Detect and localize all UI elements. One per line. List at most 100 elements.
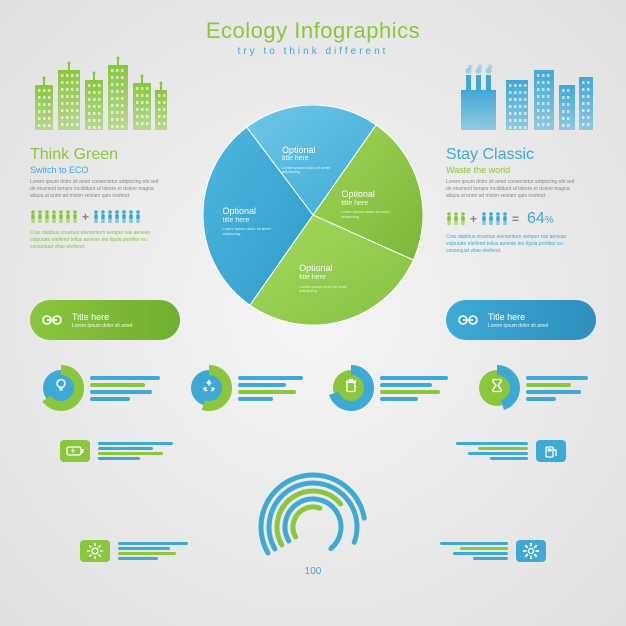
bar bbox=[440, 542, 508, 545]
bar-group bbox=[456, 442, 528, 460]
bar bbox=[238, 390, 296, 394]
pie-slice-label: Optionaltitle hereLorem ipsum dolor sit … bbox=[299, 263, 359, 294]
person-icon bbox=[100, 210, 106, 224]
donut-chart bbox=[328, 365, 374, 411]
bar bbox=[118, 552, 176, 555]
left-people-row: + bbox=[30, 210, 180, 224]
donut-chart bbox=[38, 365, 84, 411]
person-icon bbox=[44, 210, 50, 224]
person-icon bbox=[114, 210, 120, 224]
person-icon bbox=[58, 210, 64, 224]
battery-icon bbox=[60, 440, 90, 462]
bar bbox=[98, 442, 173, 445]
bar bbox=[490, 457, 528, 460]
person-icon bbox=[37, 210, 43, 224]
factory-city-icon bbox=[456, 55, 596, 130]
green-city-icon bbox=[30, 55, 170, 130]
bar bbox=[118, 557, 158, 560]
bar-group bbox=[440, 542, 508, 560]
bar bbox=[380, 376, 448, 380]
pill-left-title: Title here bbox=[72, 312, 132, 322]
donut-item bbox=[186, 365, 303, 411]
left-sub: Switch to ECO bbox=[30, 165, 180, 175]
icon-bar-item bbox=[456, 440, 566, 462]
bar bbox=[98, 452, 163, 455]
bar bbox=[98, 447, 153, 450]
donut-chart bbox=[186, 365, 232, 411]
right-section: Stay Classic Waste the world Lorem ipsum… bbox=[446, 140, 596, 255]
icon-bar-item bbox=[60, 440, 173, 462]
radial-chart: 100 bbox=[256, 470, 370, 584]
person-icon bbox=[121, 210, 127, 224]
bar bbox=[90, 397, 130, 401]
person-icon bbox=[135, 210, 141, 224]
bar bbox=[526, 390, 581, 394]
bar bbox=[456, 442, 528, 445]
person-icon bbox=[460, 212, 466, 226]
sun-icon bbox=[80, 540, 110, 562]
page-title: Ecology Infographics bbox=[0, 18, 626, 44]
pie-slice-label: Optionaltitle hereLorem ipsum dolor sit … bbox=[282, 145, 342, 176]
person-icon bbox=[65, 210, 71, 224]
bar bbox=[468, 452, 528, 455]
bar bbox=[526, 397, 556, 401]
person-icon bbox=[446, 212, 452, 226]
pill-right-sub: Lorem ipsum dolor sit amet bbox=[488, 323, 548, 329]
bar bbox=[90, 390, 152, 394]
right-sub: Waste the world bbox=[446, 165, 596, 175]
icon-bar-item bbox=[440, 540, 546, 562]
person-icon bbox=[51, 210, 57, 224]
bar bbox=[380, 383, 432, 387]
person-icon bbox=[502, 212, 508, 226]
left-lorem: Lorem ipsum dolor sit amet consectetur a… bbox=[30, 179, 160, 200]
bar bbox=[238, 376, 303, 380]
trash-icon bbox=[344, 379, 358, 398]
bar bbox=[380, 390, 440, 394]
bar bbox=[98, 457, 140, 460]
right-people-row: +=64% bbox=[446, 210, 596, 228]
bar-group bbox=[98, 442, 173, 460]
bar bbox=[90, 376, 160, 380]
donut-chart bbox=[474, 365, 520, 411]
right-lorem2: Cras dapibus vivamus elementum semper ni… bbox=[446, 234, 586, 255]
donut-row bbox=[0, 365, 626, 411]
pill-right-title: Title here bbox=[488, 312, 548, 322]
bar-group bbox=[238, 376, 303, 401]
bar bbox=[238, 383, 286, 387]
person-icon bbox=[72, 210, 78, 224]
gear-icon bbox=[516, 540, 546, 562]
left-section: Think Green Switch to ECO Lorem ipsum do… bbox=[30, 140, 180, 251]
right-lorem: Lorem ipsum dolor sit amet consectetur a… bbox=[446, 179, 576, 200]
donut-item bbox=[328, 365, 448, 411]
right-heading: Stay Classic bbox=[446, 146, 596, 164]
person-icon bbox=[488, 212, 494, 226]
bar bbox=[478, 447, 528, 450]
bar bbox=[473, 557, 508, 560]
hourglass-icon bbox=[490, 379, 504, 398]
pie-chart: Optionaltitle hereLorem ipsum dolor sit … bbox=[203, 105, 423, 325]
bar-group bbox=[526, 376, 588, 401]
recycle-icon bbox=[202, 379, 216, 398]
fuel-icon bbox=[536, 440, 566, 462]
pill-right: Title hereLorem ipsum dolor sit amet bbox=[446, 300, 596, 340]
person-icon bbox=[93, 210, 99, 224]
person-icon bbox=[453, 212, 459, 226]
person-icon bbox=[495, 212, 501, 226]
person-icon bbox=[30, 210, 36, 224]
toggle-icon bbox=[458, 313, 478, 327]
icon-bar-item bbox=[80, 540, 188, 562]
bar bbox=[90, 383, 145, 387]
pie-slice-label: Optionaltitle hereLorem ipsum dolor sit … bbox=[223, 206, 283, 237]
bar-group bbox=[118, 542, 188, 560]
bar bbox=[526, 376, 588, 380]
bulb-icon bbox=[54, 379, 68, 398]
left-heading: Think Green bbox=[30, 146, 180, 164]
pill-left-sub: Lorem ipsum dolor sit amet bbox=[72, 323, 132, 329]
pill-left: Title hereLorem ipsum dolor sit amet bbox=[30, 300, 180, 340]
person-icon bbox=[481, 212, 487, 226]
bar bbox=[238, 397, 273, 401]
bar bbox=[526, 383, 571, 387]
bar bbox=[118, 547, 170, 550]
donut-item bbox=[38, 365, 160, 411]
person-icon bbox=[107, 210, 113, 224]
